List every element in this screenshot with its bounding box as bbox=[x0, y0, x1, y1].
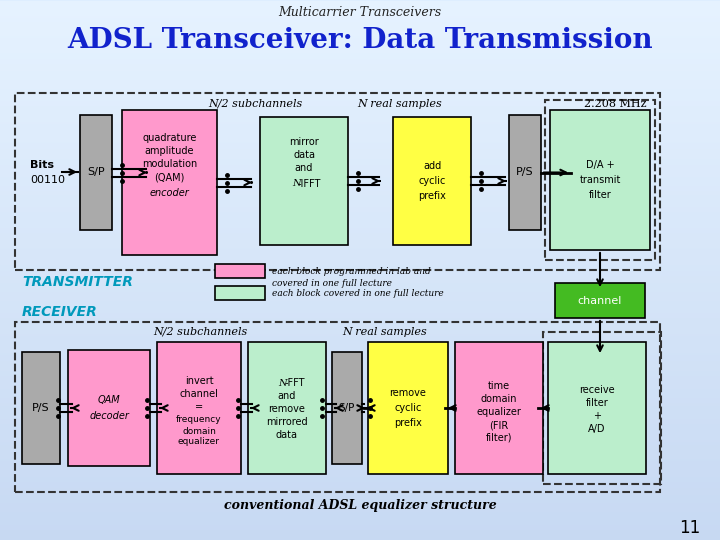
Text: equalizer: equalizer bbox=[178, 437, 220, 447]
Text: frequency: frequency bbox=[176, 415, 222, 424]
Text: prefix: prefix bbox=[394, 418, 422, 428]
Text: conventional ADSL equalizer structure: conventional ADSL equalizer structure bbox=[224, 498, 496, 511]
Bar bbox=[122, 110, 217, 255]
Text: covered in one full lecture: covered in one full lecture bbox=[272, 279, 392, 287]
Bar bbox=[550, 110, 650, 250]
Text: each block covered in one full lecture: each block covered in one full lecture bbox=[272, 288, 444, 298]
Text: remove: remove bbox=[269, 404, 305, 414]
Bar bbox=[509, 115, 541, 230]
Text: encoder: encoder bbox=[150, 188, 189, 198]
Bar bbox=[80, 115, 112, 230]
Text: -FFT: -FFT bbox=[284, 378, 305, 388]
Text: QAM: QAM bbox=[98, 395, 120, 405]
Text: modulation: modulation bbox=[142, 159, 197, 169]
Text: +: + bbox=[593, 411, 601, 421]
Bar bbox=[157, 342, 241, 474]
Text: transmit: transmit bbox=[580, 175, 621, 185]
Text: P/S: P/S bbox=[32, 403, 50, 413]
Text: N: N bbox=[278, 379, 287, 388]
Text: filter): filter) bbox=[486, 433, 512, 443]
Text: time: time bbox=[488, 381, 510, 391]
Text: domain: domain bbox=[481, 394, 517, 404]
Text: each block programmed in lab and: each block programmed in lab and bbox=[272, 267, 431, 275]
Text: 00110: 00110 bbox=[30, 175, 65, 185]
Text: prefix: prefix bbox=[418, 191, 446, 201]
Bar bbox=[393, 117, 471, 245]
Text: N real samples: N real samples bbox=[358, 99, 442, 109]
Bar bbox=[543, 332, 661, 484]
Bar bbox=[548, 342, 646, 474]
Text: cyclic: cyclic bbox=[418, 176, 446, 186]
Bar bbox=[68, 350, 150, 466]
Text: invert: invert bbox=[185, 376, 213, 386]
Text: 2.208 MHz: 2.208 MHz bbox=[584, 99, 647, 109]
Text: 11: 11 bbox=[679, 519, 700, 537]
Text: mirror: mirror bbox=[289, 137, 319, 147]
Text: quadrature: quadrature bbox=[143, 133, 197, 143]
Text: TRANSMITTER: TRANSMITTER bbox=[22, 275, 133, 289]
Bar bbox=[555, 283, 645, 318]
Text: D/A +: D/A + bbox=[585, 160, 614, 170]
Text: remove: remove bbox=[390, 388, 426, 398]
Text: filter: filter bbox=[585, 398, 608, 408]
Bar bbox=[260, 117, 348, 245]
Bar bbox=[545, 100, 655, 260]
Bar bbox=[22, 352, 60, 464]
Text: N/2 subchannels: N/2 subchannels bbox=[208, 99, 302, 109]
Text: A/D: A/D bbox=[588, 424, 606, 434]
Text: domain: domain bbox=[182, 427, 216, 435]
Text: cyclic: cyclic bbox=[395, 403, 422, 413]
Bar bbox=[455, 342, 543, 474]
Text: S/P: S/P bbox=[339, 403, 355, 413]
Text: receive: receive bbox=[579, 385, 615, 395]
Bar bbox=[248, 342, 326, 474]
Text: P/S: P/S bbox=[516, 167, 534, 178]
Bar bbox=[368, 342, 448, 474]
Text: amplitude: amplitude bbox=[145, 146, 194, 156]
Text: -IFFT: -IFFT bbox=[297, 179, 320, 189]
Text: and: and bbox=[278, 391, 296, 401]
Text: Bits: Bits bbox=[30, 160, 54, 170]
Text: channel: channel bbox=[179, 389, 218, 399]
Bar bbox=[15, 322, 660, 492]
Text: data: data bbox=[276, 430, 298, 440]
Bar bbox=[215, 286, 265, 300]
Text: decoder: decoder bbox=[89, 411, 129, 421]
Text: filter: filter bbox=[589, 190, 611, 200]
Text: N/2 subchannels: N/2 subchannels bbox=[153, 327, 247, 337]
Text: N: N bbox=[292, 179, 300, 188]
Text: add: add bbox=[423, 161, 441, 171]
Text: (QAM): (QAM) bbox=[154, 172, 185, 182]
Text: =: = bbox=[195, 402, 203, 412]
Text: and: and bbox=[294, 163, 313, 173]
Text: equalizer: equalizer bbox=[477, 407, 521, 417]
Text: N real samples: N real samples bbox=[343, 327, 428, 337]
Text: ADSL Transceiver: Data Transmission: ADSL Transceiver: Data Transmission bbox=[67, 26, 653, 53]
Text: RECEIVER: RECEIVER bbox=[22, 305, 98, 319]
Text: S/P: S/P bbox=[87, 167, 105, 178]
Bar bbox=[215, 264, 265, 278]
Text: Multicarrier Transceivers: Multicarrier Transceivers bbox=[279, 6, 441, 19]
Text: (FIR: (FIR bbox=[490, 420, 508, 430]
Bar bbox=[332, 352, 362, 464]
Text: mirrored: mirrored bbox=[266, 417, 308, 427]
Bar bbox=[15, 93, 660, 270]
Text: channel: channel bbox=[578, 295, 622, 306]
Text: data: data bbox=[293, 150, 315, 160]
